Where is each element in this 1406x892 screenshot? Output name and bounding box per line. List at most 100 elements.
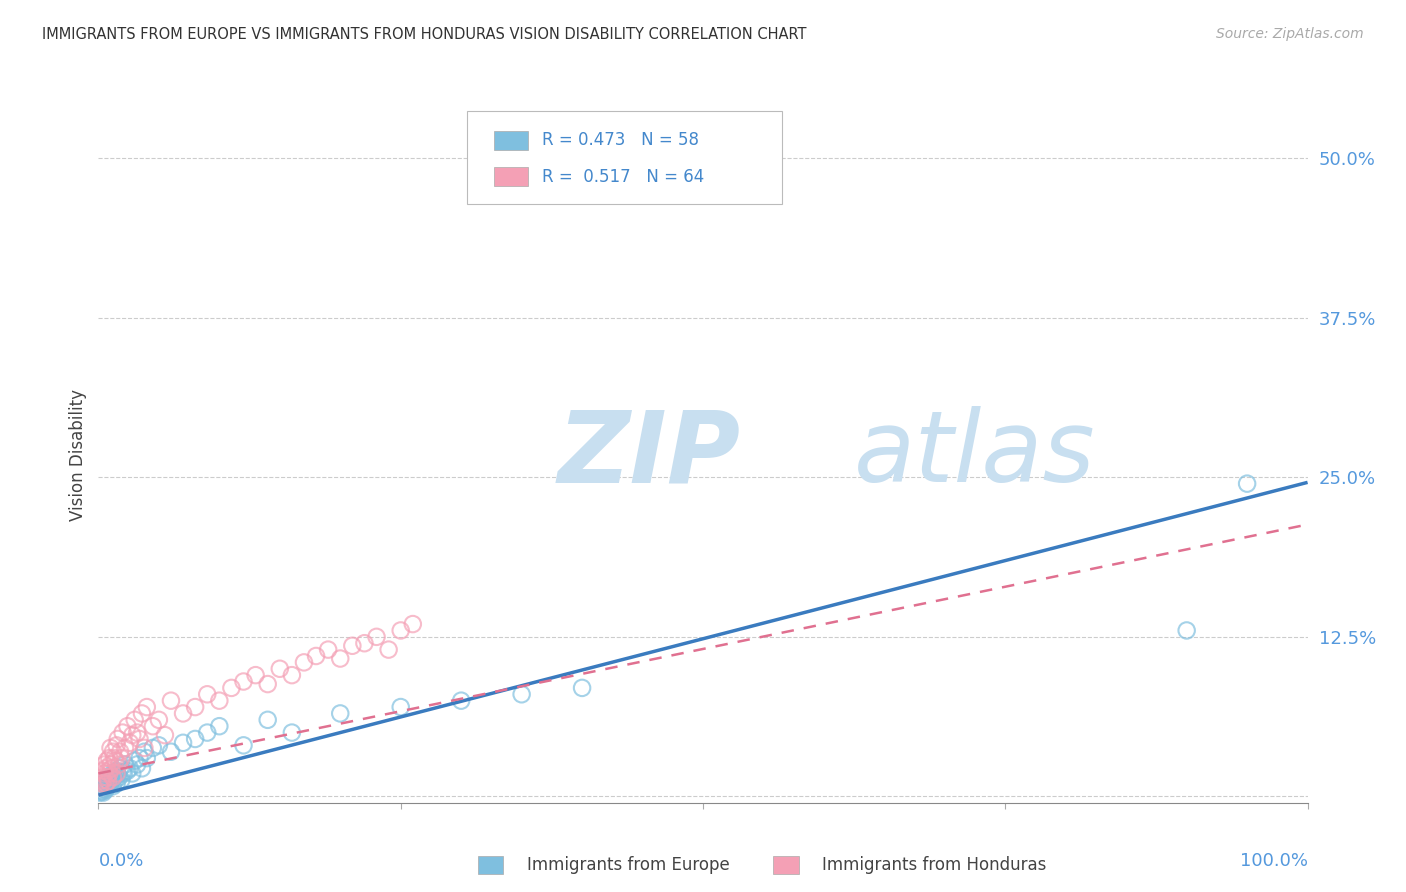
FancyBboxPatch shape	[467, 111, 782, 204]
Text: Immigrants from Europe: Immigrants from Europe	[506, 856, 730, 874]
Point	[402, 617, 425, 632]
Text: IMMIGRANTS FROM EUROPE VS IMMIGRANTS FROM HONDURAS VISION DISABILITY CORRELATION: IMMIGRANTS FROM EUROPE VS IMMIGRANTS FRO…	[42, 27, 807, 42]
Point	[96, 754, 118, 768]
Point	[121, 728, 143, 742]
Point	[107, 768, 129, 782]
Point	[184, 731, 207, 746]
Point	[256, 677, 278, 691]
Point	[94, 774, 117, 789]
Point	[89, 779, 111, 793]
Point	[195, 687, 218, 701]
Point	[111, 725, 134, 739]
Point	[1236, 476, 1258, 491]
Point	[221, 681, 243, 695]
Point	[96, 780, 118, 795]
Point	[100, 775, 122, 789]
Point	[100, 769, 122, 783]
Point	[389, 700, 412, 714]
Point	[93, 757, 115, 772]
Point	[98, 751, 121, 765]
Point	[131, 706, 153, 721]
Point	[91, 764, 114, 778]
Point	[100, 757, 122, 772]
Point	[281, 668, 304, 682]
Point	[90, 774, 112, 789]
Point	[142, 740, 165, 755]
Point	[91, 779, 114, 793]
Point	[108, 757, 131, 772]
Text: atlas: atlas	[855, 407, 1095, 503]
Point	[108, 745, 131, 759]
Point	[101, 745, 124, 759]
Point	[97, 764, 120, 778]
Point	[127, 725, 149, 739]
Point	[305, 648, 328, 663]
Point	[91, 777, 114, 791]
Point	[160, 694, 183, 708]
Point	[510, 687, 533, 701]
Point	[91, 772, 114, 787]
FancyBboxPatch shape	[494, 131, 527, 150]
Point	[103, 751, 125, 765]
Point	[100, 774, 122, 789]
Point	[232, 674, 254, 689]
Point	[208, 719, 231, 733]
Point	[101, 770, 124, 784]
Point	[110, 751, 132, 765]
Point	[97, 770, 120, 784]
Point	[142, 719, 165, 733]
Point	[100, 772, 122, 786]
Point	[105, 739, 128, 753]
Point	[94, 777, 117, 791]
Text: 0.0%: 0.0%	[98, 852, 143, 870]
Point	[96, 770, 118, 784]
Point	[93, 777, 115, 791]
Text: R = 0.473   N = 58: R = 0.473 N = 58	[543, 131, 699, 150]
Point	[377, 642, 399, 657]
Point	[94, 783, 117, 797]
Point	[153, 728, 176, 742]
Point	[105, 777, 128, 791]
Point	[148, 739, 170, 753]
Text: 100.0%: 100.0%	[1240, 852, 1308, 870]
Point	[316, 642, 339, 657]
Y-axis label: Vision Disability: Vision Disability	[69, 389, 87, 521]
Point	[571, 681, 593, 695]
Point	[108, 761, 131, 775]
Point	[148, 713, 170, 727]
Point	[117, 719, 139, 733]
Text: Source: ZipAtlas.com: Source: ZipAtlas.com	[1216, 27, 1364, 41]
Point	[366, 630, 388, 644]
Point	[91, 784, 114, 798]
Point	[128, 751, 150, 765]
Point	[118, 761, 141, 775]
Point	[100, 761, 122, 775]
Point	[108, 770, 131, 784]
Point	[91, 786, 114, 800]
Point	[172, 706, 194, 721]
Point	[103, 770, 125, 784]
Point	[135, 751, 157, 765]
Point	[97, 777, 120, 791]
Point	[97, 774, 120, 789]
Text: Immigrants from Honduras: Immigrants from Honduras	[801, 856, 1047, 874]
Point	[98, 772, 121, 787]
Point	[114, 740, 136, 755]
Point	[256, 713, 278, 727]
Point	[208, 694, 231, 708]
Point	[104, 754, 127, 768]
Point	[93, 766, 115, 780]
Point	[91, 770, 114, 784]
FancyBboxPatch shape	[494, 167, 527, 186]
Point	[111, 765, 134, 780]
Point	[93, 781, 115, 796]
Point	[184, 700, 207, 714]
Point	[110, 772, 132, 787]
Point	[117, 764, 139, 778]
Point	[90, 783, 112, 797]
Point	[135, 700, 157, 714]
Point	[105, 766, 128, 780]
Point	[128, 731, 150, 746]
Point	[269, 662, 291, 676]
Point	[105, 764, 128, 778]
